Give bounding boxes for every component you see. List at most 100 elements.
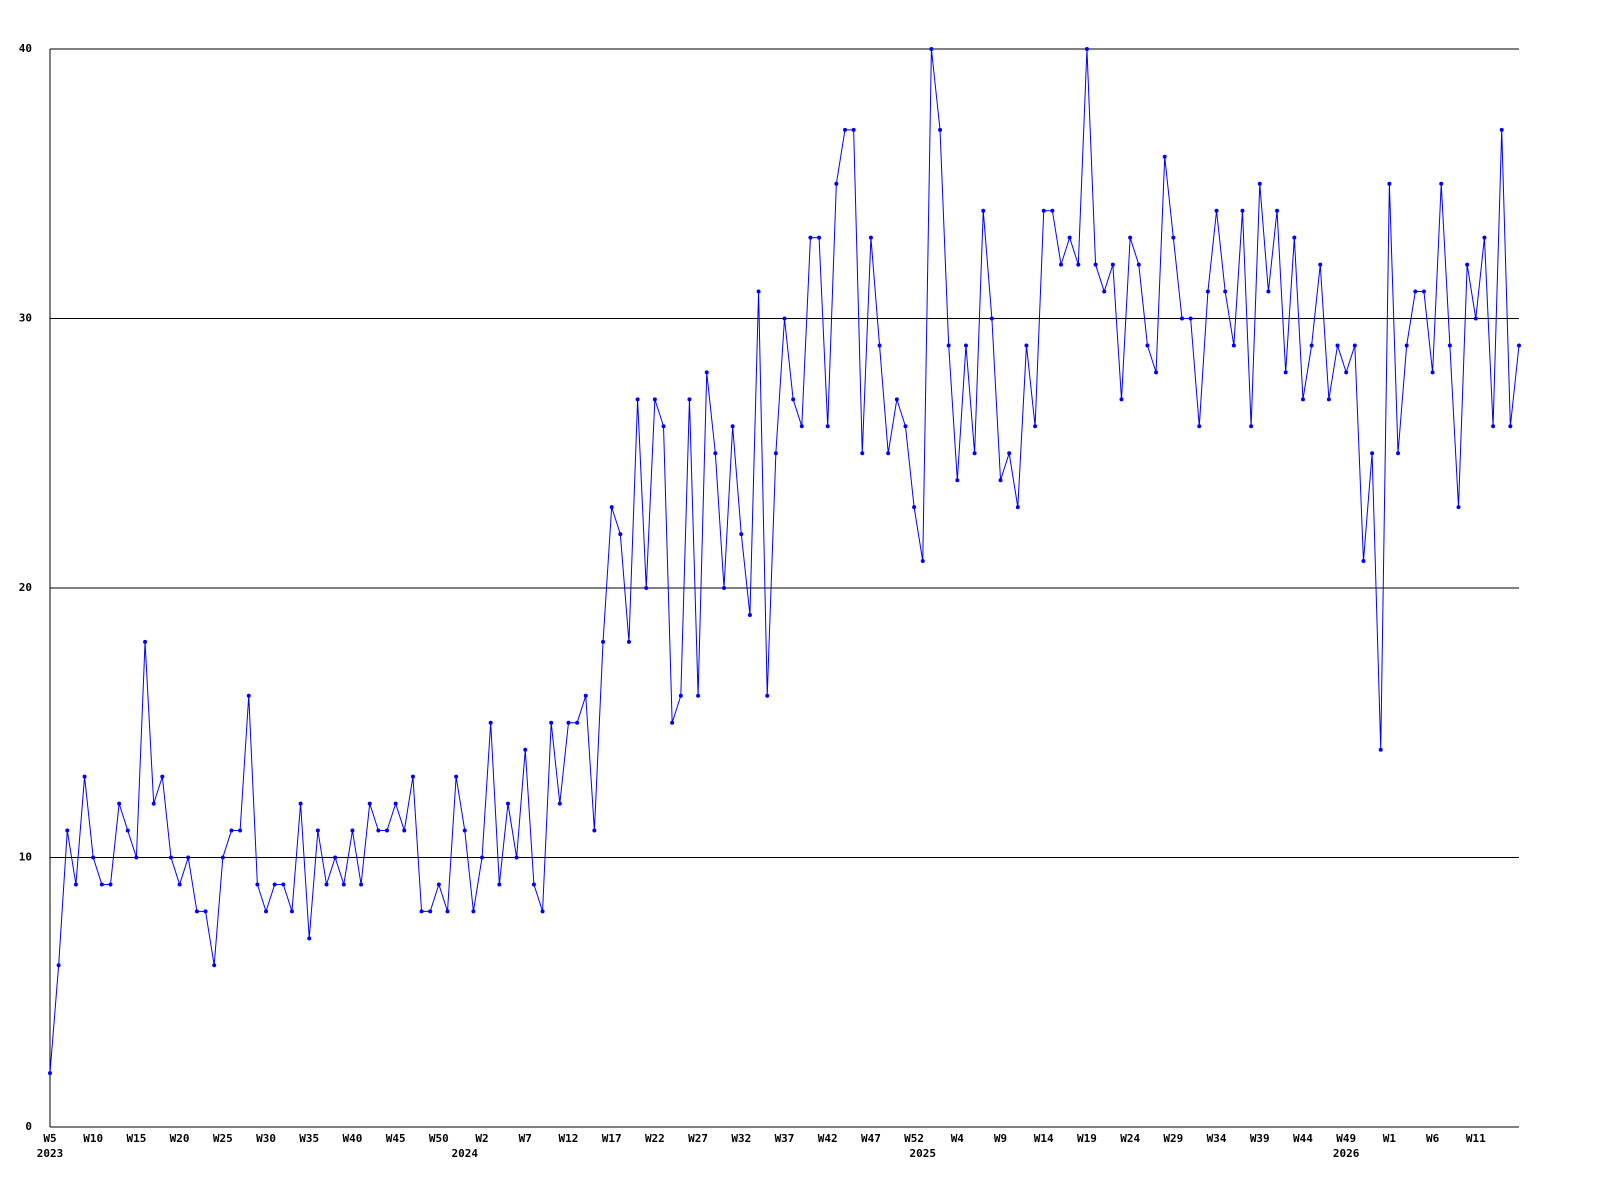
point — [1352, 343, 1357, 348]
point — [1093, 262, 1098, 267]
point — [91, 855, 96, 860]
point — [1015, 505, 1020, 510]
point — [272, 882, 277, 887]
point — [1318, 262, 1323, 267]
point — [1430, 370, 1435, 375]
x-tick-label: W50 — [429, 1132, 449, 1145]
point — [756, 289, 761, 294]
point — [1119, 397, 1124, 402]
point — [1266, 289, 1271, 294]
x-tick-label: W32 — [731, 1132, 751, 1145]
point — [333, 855, 338, 860]
point — [1300, 397, 1305, 402]
point — [1145, 343, 1150, 348]
point — [56, 963, 61, 968]
point — [445, 909, 450, 914]
x-tick-label: W2 — [475, 1132, 488, 1145]
point — [1197, 424, 1202, 429]
x-tick-label: W37 — [775, 1132, 795, 1145]
point — [946, 343, 951, 348]
point — [998, 478, 1003, 483]
point — [678, 693, 683, 698]
x-tick-label: W24 — [1120, 1132, 1140, 1145]
point — [1508, 424, 1513, 429]
y-tick-label: 0 — [25, 1120, 32, 1133]
point — [385, 828, 390, 833]
x-tick-label: W45 — [386, 1132, 406, 1145]
point — [929, 47, 934, 51]
point — [825, 424, 830, 429]
point — [1205, 289, 1210, 294]
point — [713, 451, 718, 456]
x-tick-label: W40 — [343, 1132, 363, 1145]
x-year-label: 2025 — [910, 1147, 937, 1160]
point — [410, 774, 415, 779]
point — [419, 909, 424, 914]
point — [1378, 747, 1383, 752]
point — [203, 909, 208, 914]
point — [255, 882, 260, 887]
point — [393, 801, 398, 806]
point — [151, 801, 156, 806]
y-tick-label: 20 — [19, 581, 32, 594]
point — [1482, 235, 1487, 240]
x-tick-label: W49 — [1336, 1132, 1356, 1145]
point — [229, 828, 234, 833]
point — [82, 774, 87, 779]
point — [1456, 505, 1461, 510]
x-tick-label: W9 — [994, 1132, 1007, 1145]
point — [1326, 397, 1331, 402]
x-tick-label: W15 — [126, 1132, 146, 1145]
point — [626, 639, 631, 644]
point — [1162, 154, 1167, 159]
point — [670, 720, 675, 725]
point — [938, 127, 943, 132]
point — [367, 801, 372, 806]
point — [834, 181, 839, 186]
point — [1517, 343, 1521, 348]
point — [1421, 289, 1426, 294]
point — [1275, 208, 1280, 213]
point — [868, 235, 873, 240]
point — [1084, 47, 1089, 51]
point — [1465, 262, 1470, 267]
point — [989, 316, 994, 321]
point — [281, 882, 286, 887]
point — [160, 774, 165, 779]
x-tick-label: W19 — [1077, 1132, 1097, 1145]
point — [1396, 451, 1401, 456]
x-tick-label: W30 — [256, 1132, 276, 1145]
point — [1188, 316, 1193, 321]
point — [1007, 451, 1012, 456]
point — [920, 559, 925, 564]
point — [246, 693, 251, 698]
point — [1249, 424, 1254, 429]
point — [1179, 316, 1184, 321]
point — [471, 909, 476, 914]
point — [549, 720, 554, 725]
point — [791, 397, 796, 402]
x-tick-label: W7 — [519, 1132, 532, 1145]
point — [1257, 181, 1262, 186]
point — [168, 855, 173, 860]
point — [644, 586, 649, 590]
point — [687, 397, 692, 402]
point — [765, 693, 770, 698]
point — [912, 505, 917, 510]
point — [1499, 127, 1504, 132]
point — [592, 828, 597, 833]
point — [747, 612, 752, 617]
x-tick-label: W35 — [299, 1132, 319, 1145]
point — [1404, 343, 1409, 348]
point — [877, 343, 882, 348]
point — [220, 855, 225, 860]
point — [212, 963, 217, 968]
point — [1050, 208, 1055, 213]
point — [886, 451, 891, 456]
point — [350, 828, 355, 833]
point — [817, 235, 822, 240]
point — [851, 127, 856, 132]
x-year-label: 2023 — [37, 1147, 64, 1160]
point — [808, 235, 813, 240]
